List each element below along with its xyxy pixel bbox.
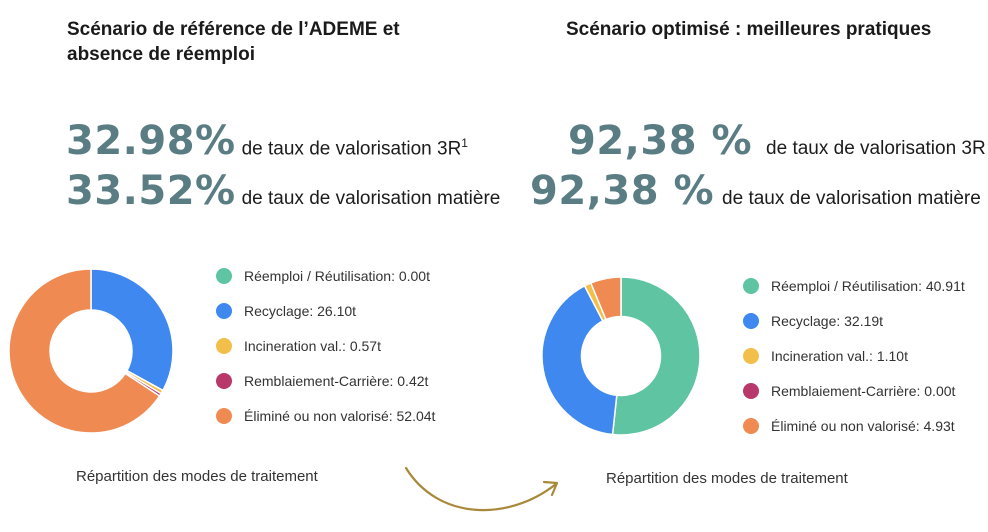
- left-stat-matiere-value: 33.52%: [66, 168, 236, 214]
- right-legend-label: Remblaiement-Carrière: 0.00t: [771, 382, 956, 399]
- left-legend-label: Éliminé ou non valorisé: 52.04t: [244, 407, 436, 424]
- left-legend-label: Réemploi / Réutilisation: 0.00t: [244, 267, 430, 284]
- left-stat-matiere-label: de taux de valorisation matière: [241, 188, 501, 209]
- right-legend-swatch: [743, 417, 759, 434]
- left-legend-item: Réemploi / Réutilisation: 0.00t: [216, 258, 435, 293]
- left-stat-3r-text: de taux de valorisation 3R: [241, 138, 462, 159]
- right-legend-label: Réemploi / Réutilisation: 40.91t: [771, 277, 965, 294]
- left-legend-item: Recyclage: 26.10t: [216, 293, 435, 328]
- right-slice-elimine-ou-non-valorise: [589, 276, 622, 321]
- right-legend-swatch: [743, 347, 759, 364]
- left-legend-item: Remblaiement-Carrière: 0.42t: [216, 363, 435, 398]
- right-stat-matiere-value: 92,38 %: [530, 168, 715, 214]
- right-legend-label: Incineration val.: 1.10t: [771, 347, 908, 364]
- right-legend-label: Recyclage: 32.19t: [771, 312, 884, 329]
- left-legend-swatch: [216, 302, 232, 319]
- right-stat-3r-value: 92,38 %: [568, 118, 753, 164]
- right-legend-item: Incineration val.: 1.10t: [743, 338, 965, 373]
- left-legend-item: Éliminé ou non valorisé: 52.04t: [216, 398, 435, 433]
- left-legend-label: Recyclage: 26.10t: [244, 302, 357, 319]
- left-legend-item: Incineration val.: 0.57t: [216, 328, 435, 363]
- curved-arrow-icon: [404, 466, 559, 512]
- right-slice-recyclage: [541, 284, 618, 436]
- right-scenario-title: Scénario optimisé : meilleures pratiques: [566, 19, 932, 40]
- left-donut-chart: [8, 268, 174, 434]
- left-slice-recyclage: [90, 268, 174, 392]
- left-legend-swatch: [216, 267, 232, 284]
- left-legend-swatch: [216, 337, 232, 354]
- right-legend-label: Éliminé ou non valorisé: 4.93t: [771, 417, 955, 434]
- left-slice-elimine-ou-non-valorise: [8, 268, 161, 434]
- right-donut-chart: [541, 276, 701, 436]
- footnote-marker: 1: [461, 135, 468, 150]
- left-legend-label: Remblaiement-Carrière: 0.42t: [244, 372, 429, 389]
- right-legend-swatch: [743, 382, 759, 399]
- left-stat-3r-label: de taux de valorisation 3R1: [242, 136, 468, 160]
- right-legend-swatch: [743, 277, 759, 294]
- left-scenario-title: Scénario de référence de l’ADEME et abse…: [67, 19, 400, 65]
- right-chart-caption: Répartition des modes de traitement: [606, 470, 848, 487]
- right-stat-matiere-label: de taux de valorisation matière: [722, 188, 981, 209]
- right-stat-3r-label: de taux de valorisation 3R: [766, 138, 986, 159]
- left-legend-swatch: [216, 407, 232, 424]
- left-legend: Réemploi / Réutilisation: 0.00t Recyclage…: [216, 258, 435, 433]
- left-stat-3r-value: 32.98%: [66, 118, 236, 164]
- right-legend: Réemploi / Réutilisation: 40.91t Recyclag…: [743, 268, 965, 443]
- left-chart-caption: Répartition des modes de traitement: [76, 468, 318, 485]
- left-legend-label: Incineration val.: 0.57t: [244, 337, 381, 354]
- left-legend-swatch: [216, 372, 232, 389]
- right-legend-item: Recyclage: 32.19t: [743, 303, 965, 338]
- right-slice-reemploi-reutilisation: [611, 276, 701, 436]
- right-legend-item: Remblaiement-Carrière: 0.00t: [743, 373, 965, 408]
- right-stat-3r: 92,38 % de taux de valorisation 3R: [568, 118, 986, 164]
- left-stat-3r: 32.98% de taux de valorisation 3R1: [66, 118, 468, 164]
- right-legend-swatch: [743, 312, 759, 329]
- right-stat-matiere: 92,38 % de taux de valorisation matière: [530, 168, 981, 214]
- right-legend-item: Éliminé ou non valorisé: 4.93t: [743, 408, 965, 443]
- right-legend-item: Réemploi / Réutilisation: 40.91t: [743, 268, 965, 303]
- left-stat-matiere: 33.52% de taux de valorisation matière: [66, 168, 500, 214]
